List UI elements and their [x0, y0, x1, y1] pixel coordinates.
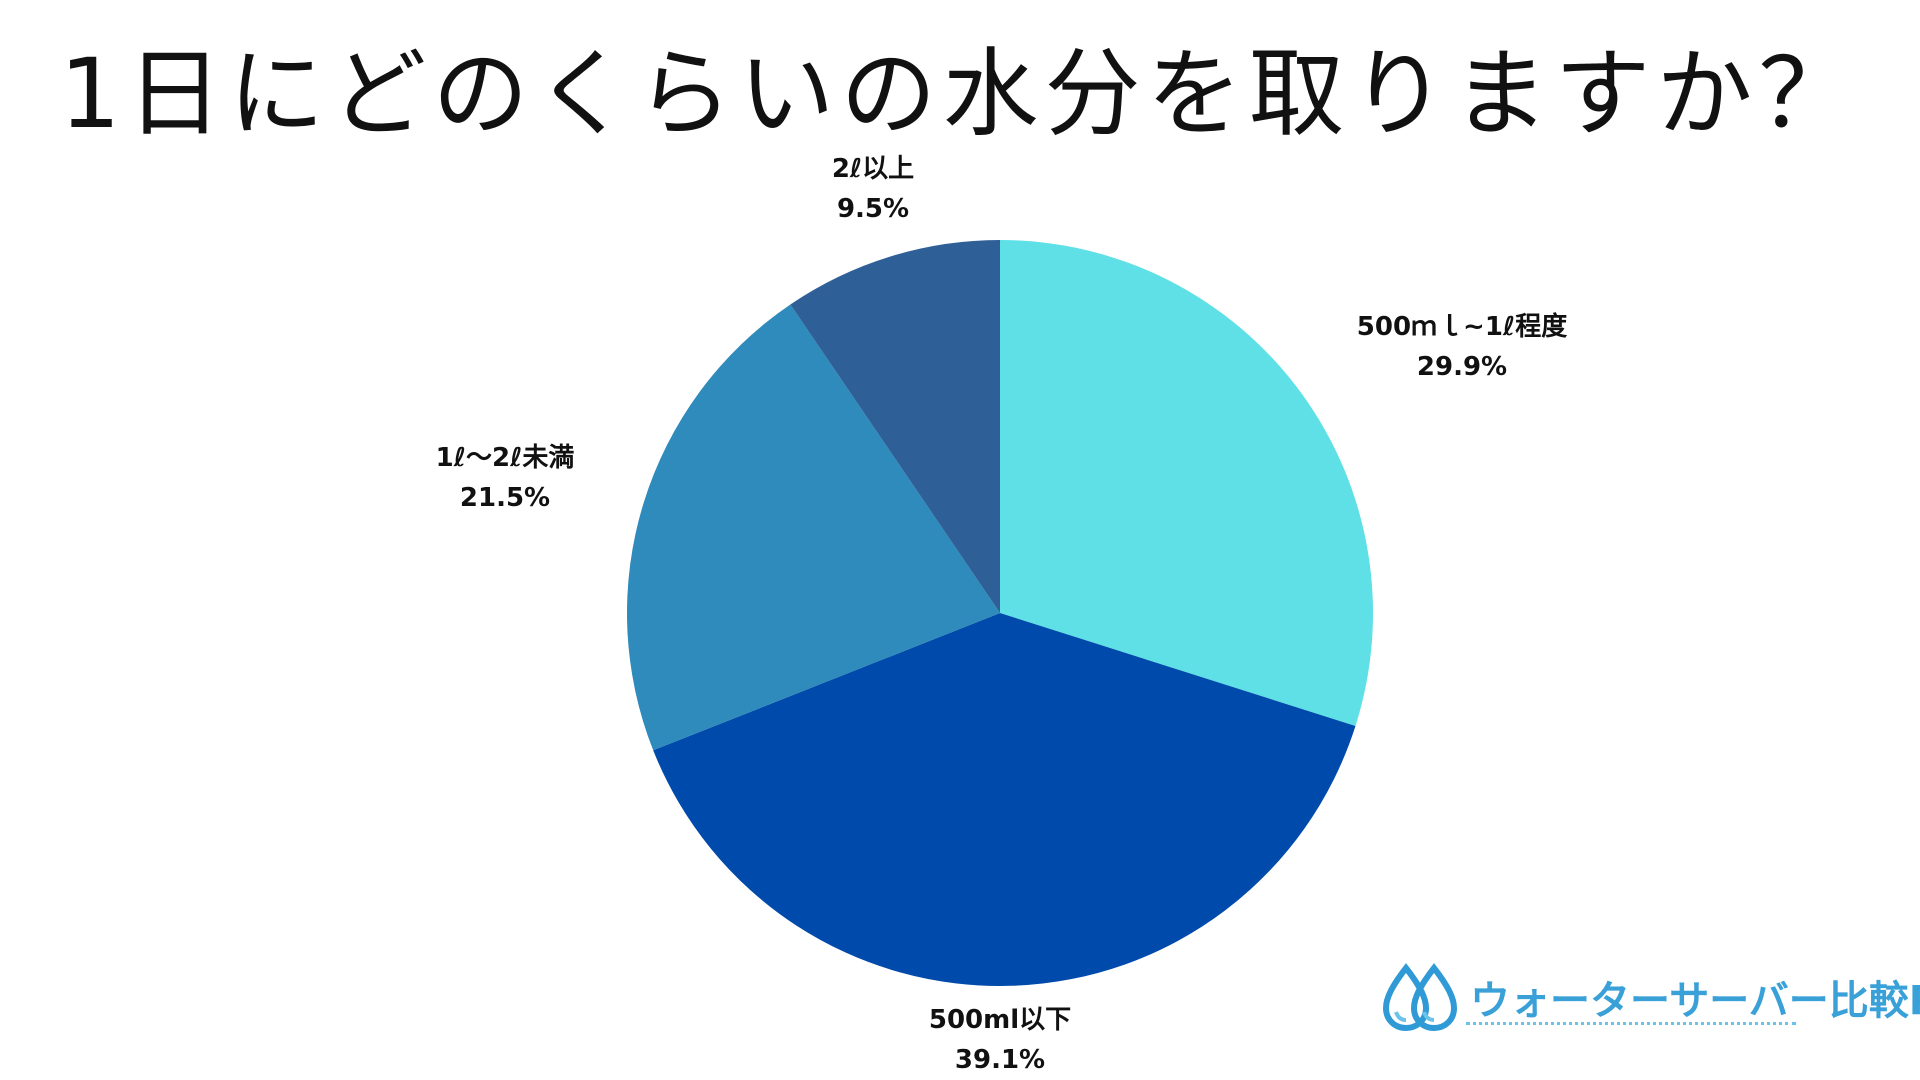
- slice-value-label: 39.1%: [955, 1045, 1045, 1075]
- slice-category-label: 500ｍｌ~1ℓ程度: [1357, 311, 1567, 342]
- slice-value-label: 29.9%: [1417, 352, 1507, 382]
- slice-value-label: 21.5%: [460, 483, 550, 513]
- slice-category-label: 500ml以下: [929, 1005, 1071, 1035]
- slice-category-label: 2ℓ以上: [832, 154, 914, 184]
- slice-category-label: 1ℓ～2ℓ未満: [436, 443, 575, 473]
- pie-slice: [653, 613, 1356, 987]
- pie-slice: [626, 304, 1000, 751]
- brand-logo: ウォーターサーバー比較Plus: [1382, 962, 1920, 1032]
- pie-labels: 500ｍｌ~1ℓ程度 29.9% 500ml以下 39.1% 1ℓ～2ℓ未満 21.5% 2…: [436, 154, 1568, 1075]
- brand-logo-text: ウォーターサーバー比較Plus: [1470, 978, 1920, 1024]
- pie-slices: [626, 240, 1373, 987]
- slice-value-label: 9.5%: [837, 194, 909, 224]
- chart-title: 1日にどのくらいの水分を取りますか？: [59, 38, 1861, 150]
- pie-slice: [1000, 240, 1373, 727]
- pie-slice: [790, 240, 1000, 613]
- water-drop-icon: [1382, 963, 1458, 1032]
- brand-logo-underline: [1466, 1022, 1796, 1025]
